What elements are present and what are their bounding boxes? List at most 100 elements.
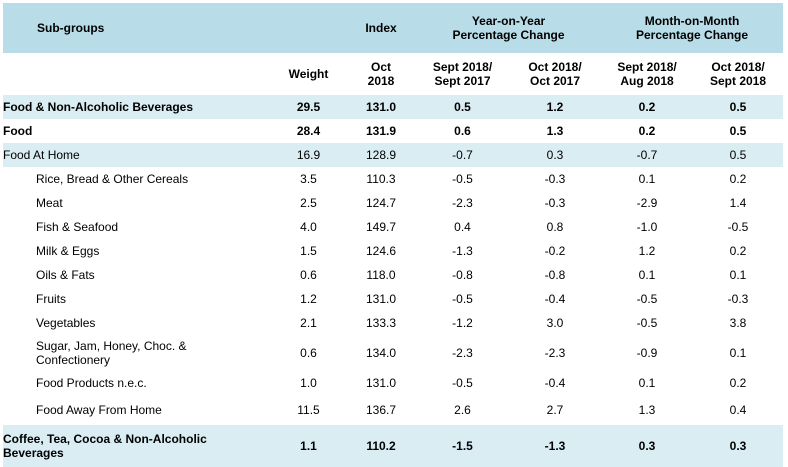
row-mom-b: 3.8 (729, 316, 747, 330)
row-weight: 2.5 (300, 196, 317, 210)
table-row: Sugar, Jam, Honey, Choc. & Confectionery… (3, 335, 783, 371)
row-mom-b: 0.1 (729, 346, 747, 360)
row-name: Milk & Eggs (36, 244, 100, 258)
row-yoy-a: -1.2 (452, 316, 473, 330)
row-yoy-b: 3.0 (546, 316, 564, 330)
row-name: Food Products n.e.c. (36, 376, 147, 390)
table-row: Food Away From Home 11.5 136.7 2.6 2.7 1… (3, 395, 783, 425)
row-index: 128.9 (346, 143, 416, 167)
header-mom: Month-on-Month Percentage Change (601, 3, 784, 53)
row-index: 110.3 (366, 172, 396, 186)
row-yoy-a: -1.3 (452, 244, 473, 258)
row-mom-b: 0.4 (729, 403, 747, 417)
row-yoy-b: 1.2 (509, 95, 602, 119)
header-yoy: Year-on-Year Percentage Change (416, 3, 602, 53)
row-yoy-a: 0.6 (454, 124, 471, 138)
row-mom-b: -0.3 (727, 292, 749, 306)
table-row: Fruits 1.2 131.0 -0.5 -0.4 -0.5 -0.3 (3, 287, 783, 311)
header-blank (271, 3, 346, 53)
row-yoy-a: -0.5 (452, 376, 473, 390)
row-name: Food & Non-Alcoholic Beverages (3, 95, 271, 119)
row-yoy-b: -0.2 (544, 244, 566, 258)
row-yoy-b: 1.3 (546, 124, 564, 138)
table-row: Fish & Seafood 4.0 149.7 0.4 0.8 -1.0 -0… (3, 215, 783, 239)
row-index: 110.2 (346, 425, 416, 467)
row-yoy-a: 2.6 (454, 403, 471, 417)
row-yoy-b: -2.3 (544, 346, 566, 360)
table-row: Meat 2.5 124.7 -2.3 -0.3 -2.9 1.4 (3, 191, 783, 215)
row-yoy-a: -0.7 (416, 143, 509, 167)
row-name: Fish & Seafood (36, 220, 119, 234)
row-yoy-a: -2.3 (452, 196, 473, 210)
row-mom-b: 0.2 (729, 376, 747, 390)
row-weight: 1.1 (271, 425, 346, 467)
row-mom-a: 0.1 (638, 376, 656, 390)
row-yoy-a: -1.5 (416, 425, 509, 467)
table-row: Food 28.4 131.9 0.6 1.3 0.2 0.5 (3, 119, 783, 143)
row-weight: 1.5 (300, 244, 317, 258)
row-mom-a: -0.7 (601, 143, 694, 167)
row-weight: 1.0 (300, 376, 317, 390)
row-mom-a: 1.3 (638, 403, 656, 417)
row-index: 149.7 (365, 220, 397, 234)
row-mom-a: 0.1 (638, 268, 656, 282)
row-yoy-b: -1.3 (509, 425, 602, 467)
row-name: Vegetables (36, 316, 96, 330)
table-row: Coffee, Tea, Cocoa & Non-Alcoholic Bever… (3, 425, 784, 467)
row-name: Coffee, Tea, Cocoa & Non-Alcoholic Bever… (3, 425, 271, 467)
row-mom-b: 1.4 (729, 196, 747, 210)
cpi-table: Sub-groups Index Year-on-Year Percentage… (3, 3, 784, 467)
row-index: 124.6 (365, 244, 397, 258)
row-name: Rice, Bread & Other Cereals (36, 172, 189, 186)
row-name: Meat (36, 196, 63, 210)
row-weight: 0.6 (300, 268, 317, 282)
row-weight: 0.6 (300, 346, 317, 360)
row-weight: 1.2 (300, 292, 317, 306)
row-mom-b: 0.5 (693, 143, 784, 167)
row-mom-b: 0.2 (729, 172, 747, 186)
row-index: 133.3 (365, 316, 397, 330)
row-index: 124.7 (365, 196, 397, 210)
row-yoy-a: -2.3 (452, 346, 473, 360)
row-name: Food (3, 124, 33, 138)
row-name: Food Away From Home (36, 403, 162, 417)
row-weight: 11.5 (297, 403, 320, 417)
row-yoy-a: 0.4 (454, 220, 471, 234)
row-yoy-a: -0.5 (452, 292, 473, 306)
row-mom-b: 0.5 (693, 95, 784, 119)
table-row: Rice, Bread & Other Cereals 3.5 110.3 -0… (3, 167, 783, 191)
row-index: 134.0 (365, 346, 397, 360)
row-mom-a: -2.9 (636, 196, 658, 210)
row-name: Oils & Fats (36, 268, 95, 282)
header-row-sub: Weight Oct 2018 Sept 2018/ Sept 2017 Oct… (3, 53, 784, 95)
table-row: Food & Non-Alcoholic Beverages 29.5 131.… (3, 95, 784, 119)
table-row: Food At Home 16.9 128.9 -0.7 0.3 -0.7 0.… (3, 143, 784, 167)
row-mom-a: -0.5 (636, 316, 658, 330)
row-index: 131.0 (346, 95, 416, 119)
row-mom-b: 0.3 (693, 425, 784, 467)
row-mom-a: 0.2 (601, 95, 694, 119)
row-index: 118.0 (366, 268, 396, 282)
row-yoy-b: 2.7 (546, 403, 564, 417)
row-mom-a: -1.0 (636, 220, 658, 234)
row-weight: 3.5 (300, 172, 317, 186)
row-weight: 28.4 (296, 124, 321, 138)
row-yoy-b: 0.8 (546, 220, 564, 234)
row-yoy-a: -0.8 (452, 268, 473, 282)
header-yoy-a: Sept 2018/ Sept 2017 (416, 53, 509, 95)
row-yoy-b: -0.4 (544, 376, 566, 390)
row-mom-b: 0.5 (729, 124, 747, 138)
row-mom-a: 1.2 (638, 244, 656, 258)
row-index: 131.0 (365, 292, 397, 306)
row-yoy-b: -0.3 (544, 172, 566, 186)
row-mom-a: 0.1 (638, 172, 656, 186)
header-subgroups: Sub-groups (3, 3, 271, 53)
row-mom-b: 0.2 (729, 244, 747, 258)
row-index: 136.7 (365, 403, 397, 417)
row-weight: 4.0 (300, 220, 317, 234)
table-row: Vegetables 2.1 133.3 -1.2 3.0 -0.5 3.8 (3, 311, 783, 335)
row-yoy-b: -0.8 (544, 268, 566, 282)
row-yoy-b: -0.3 (544, 196, 566, 210)
row-weight: 16.9 (271, 143, 346, 167)
row-name: Sugar, Jam, Honey, Choc. & Confectionery (36, 339, 187, 367)
